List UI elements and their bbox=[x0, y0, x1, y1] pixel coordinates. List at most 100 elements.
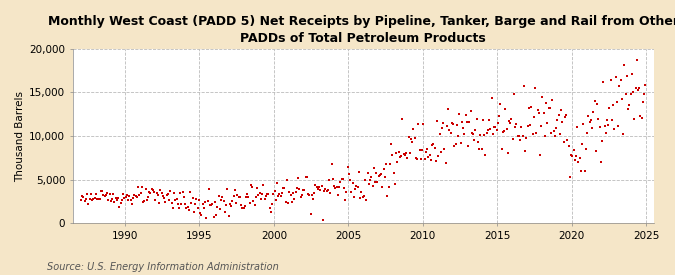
Point bbox=[280, 199, 291, 204]
Point bbox=[501, 127, 512, 131]
Point bbox=[304, 193, 315, 197]
Point bbox=[512, 133, 523, 138]
Point bbox=[290, 189, 301, 194]
Point bbox=[431, 159, 441, 163]
Point bbox=[274, 192, 285, 197]
Point bbox=[456, 120, 467, 124]
Point bbox=[375, 172, 385, 177]
Point bbox=[419, 157, 430, 162]
Point bbox=[496, 147, 507, 151]
Point bbox=[259, 197, 270, 201]
Point bbox=[397, 116, 408, 121]
Point bbox=[462, 144, 473, 148]
Point bbox=[86, 192, 97, 197]
Point bbox=[178, 190, 188, 194]
Point bbox=[624, 103, 634, 108]
Point bbox=[441, 124, 452, 128]
Point bbox=[489, 125, 500, 129]
Point bbox=[406, 137, 416, 141]
Point bbox=[119, 196, 130, 200]
Point bbox=[140, 187, 151, 191]
Point bbox=[585, 118, 596, 123]
Point bbox=[616, 97, 627, 101]
Point bbox=[221, 203, 232, 207]
Point bbox=[330, 186, 341, 191]
Point bbox=[344, 172, 354, 177]
Point bbox=[124, 194, 135, 198]
Point bbox=[281, 178, 292, 182]
Point bbox=[592, 102, 603, 107]
Point bbox=[134, 193, 144, 197]
Point bbox=[302, 191, 313, 196]
Point bbox=[306, 193, 317, 197]
Point bbox=[628, 90, 639, 94]
Point bbox=[526, 105, 537, 109]
Point bbox=[212, 205, 223, 209]
Point bbox=[225, 204, 236, 208]
Point bbox=[635, 114, 646, 118]
Point bbox=[271, 181, 282, 186]
Point bbox=[151, 191, 162, 195]
Point bbox=[205, 203, 215, 208]
Point bbox=[166, 200, 177, 205]
Point bbox=[315, 188, 326, 192]
Point bbox=[105, 199, 116, 204]
Point bbox=[424, 153, 435, 158]
Point bbox=[562, 138, 572, 143]
Point bbox=[416, 148, 427, 152]
Point bbox=[311, 185, 322, 189]
Point bbox=[141, 198, 152, 202]
Point bbox=[468, 132, 479, 136]
Point bbox=[413, 121, 424, 126]
Point bbox=[167, 206, 178, 211]
Point bbox=[622, 107, 633, 111]
Point bbox=[557, 120, 568, 124]
Point bbox=[144, 190, 155, 194]
Point bbox=[163, 192, 173, 196]
Point bbox=[351, 183, 362, 188]
Point bbox=[632, 88, 643, 93]
Point bbox=[308, 197, 319, 201]
Point bbox=[449, 144, 460, 148]
Point bbox=[97, 189, 107, 193]
Point bbox=[416, 156, 427, 161]
Point bbox=[465, 109, 476, 113]
Point bbox=[188, 210, 199, 214]
Point bbox=[505, 121, 516, 125]
Point bbox=[410, 156, 421, 160]
Point bbox=[637, 116, 647, 120]
Point bbox=[535, 152, 545, 157]
Point bbox=[435, 150, 446, 154]
Point bbox=[111, 198, 122, 202]
Point bbox=[434, 131, 445, 136]
Point bbox=[238, 206, 249, 210]
Point bbox=[346, 190, 357, 194]
Point bbox=[388, 170, 399, 175]
Point bbox=[407, 140, 418, 144]
Point bbox=[219, 210, 230, 214]
Point bbox=[145, 191, 156, 195]
Point bbox=[564, 174, 575, 179]
Point bbox=[309, 191, 320, 195]
Point bbox=[612, 100, 622, 104]
Point bbox=[588, 110, 599, 115]
Point bbox=[286, 193, 296, 198]
Point bbox=[600, 131, 611, 136]
Point bbox=[583, 114, 594, 118]
Point bbox=[497, 130, 508, 134]
Point bbox=[439, 147, 450, 151]
Point bbox=[317, 218, 328, 222]
Point bbox=[609, 127, 620, 131]
Point bbox=[447, 121, 458, 125]
Point bbox=[610, 75, 621, 79]
Point bbox=[591, 149, 601, 153]
Point bbox=[77, 193, 88, 198]
Point bbox=[198, 206, 209, 211]
Point bbox=[133, 185, 144, 189]
Point bbox=[613, 123, 624, 128]
Point bbox=[444, 127, 455, 132]
Point bbox=[491, 128, 502, 132]
Point bbox=[514, 134, 524, 138]
Point bbox=[232, 193, 243, 197]
Point bbox=[80, 197, 91, 201]
